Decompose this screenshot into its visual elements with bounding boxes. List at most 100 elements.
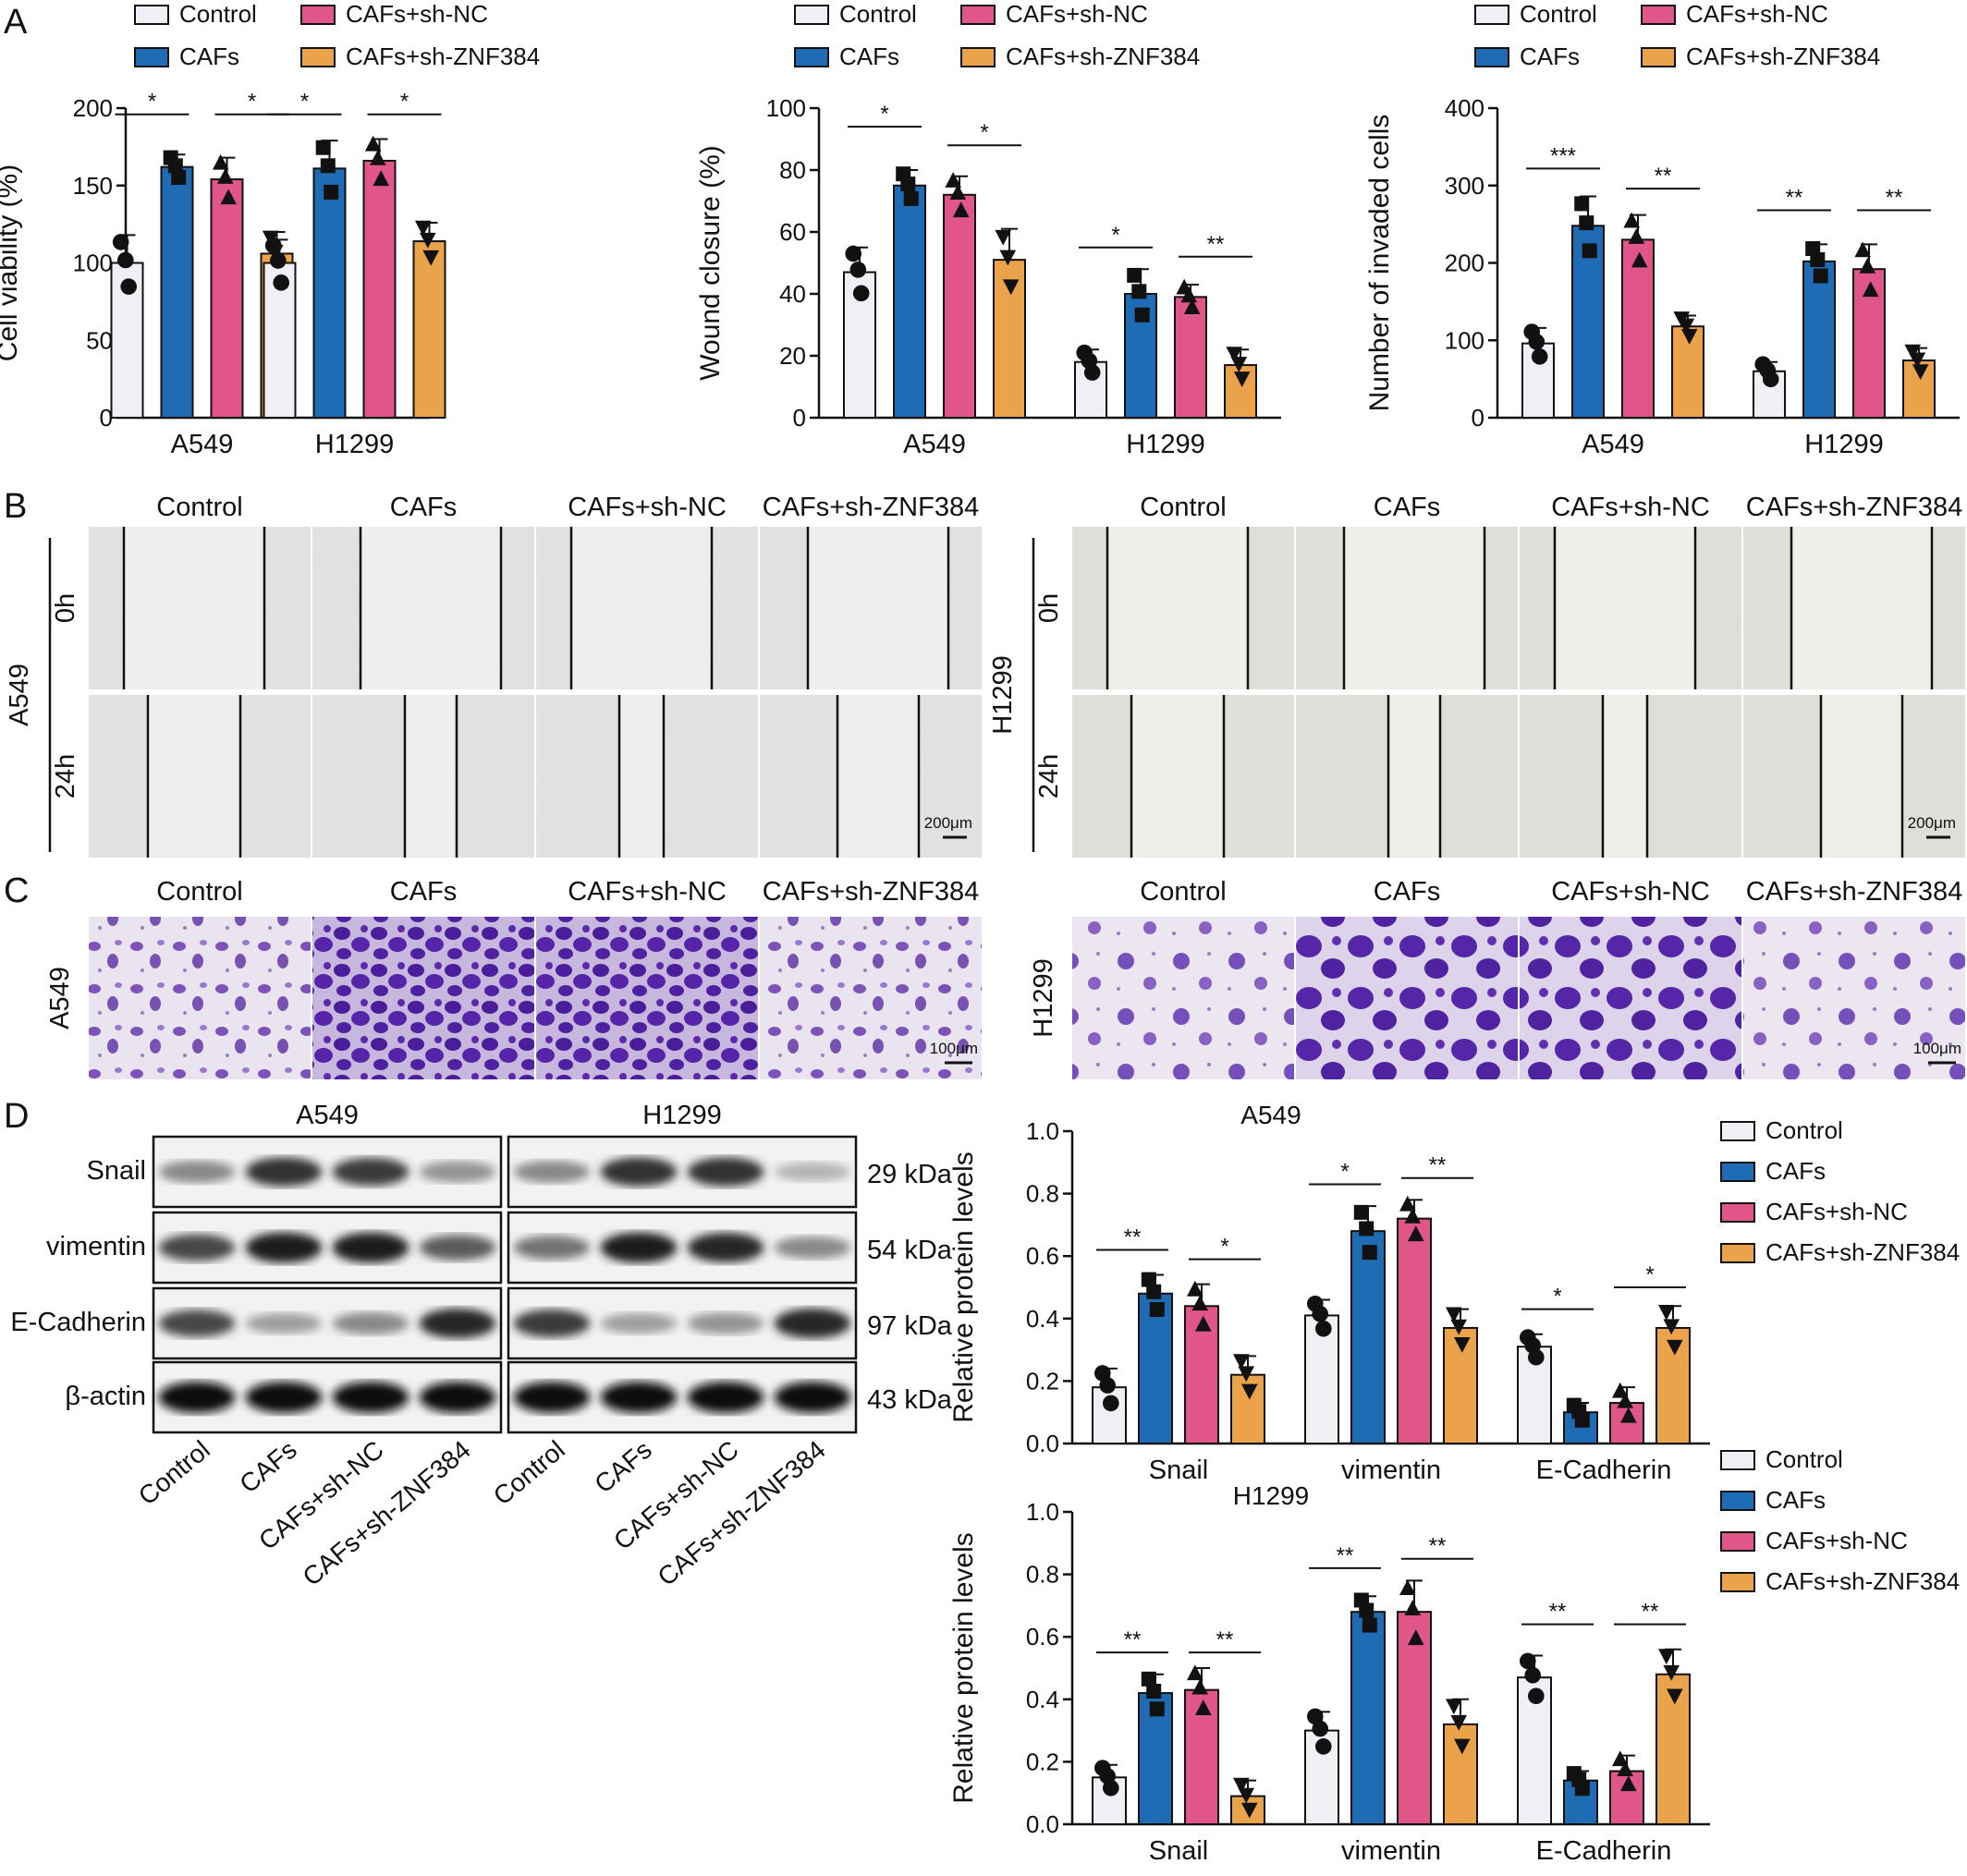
legend-label: CAFs (839, 43, 899, 70)
legend-swatch (794, 5, 829, 25)
data-point (1862, 281, 1879, 298)
data-point (422, 250, 439, 266)
legend-swatch (134, 47, 169, 67)
scale-label: 200μm (924, 814, 972, 832)
stained-cells-tile (536, 917, 758, 1079)
data-point (903, 190, 919, 206)
blot-band (600, 1232, 678, 1263)
y-tick-label: 1.0 (1026, 1498, 1059, 1526)
legend-swatch (1474, 5, 1509, 25)
chart-protein-h1299: 0.0 0.2 0.4 0.6 0.8 1.0 Relative protein level… (948, 1445, 1960, 1866)
time-label: 24h (1034, 754, 1064, 798)
legend-swatch (1720, 1121, 1755, 1141)
significance-label: ** (1124, 1224, 1142, 1249)
legend-swatch (1641, 5, 1676, 25)
data-point (849, 262, 867, 278)
lane-label: Control (488, 1435, 570, 1511)
wound-gap (405, 695, 457, 858)
bar (1671, 325, 1704, 419)
data-point (1307, 1708, 1324, 1725)
data-point (1617, 1392, 1633, 1408)
data-point (1454, 1738, 1471, 1755)
blot-band (774, 1162, 851, 1182)
bar (210, 178, 244, 420)
data-point (1813, 268, 1828, 284)
data-point (1230, 357, 1248, 372)
data-point (1195, 1699, 1212, 1715)
bar (160, 165, 194, 419)
blot-band (332, 1232, 409, 1263)
legend-swatch (1474, 47, 1509, 67)
wound-gap (619, 695, 664, 858)
data-point (1312, 1720, 1328, 1737)
group-label: CAFs+sh-NC (1551, 493, 1710, 522)
stained-cells-tile (312, 917, 534, 1079)
wound-gap (1555, 527, 1695, 689)
group-label: CAFs (390, 493, 458, 522)
data-point (364, 135, 382, 152)
wound-gap (124, 527, 264, 689)
panel-letter-d: D (4, 1097, 29, 1136)
y-tick-label: 0.6 (1026, 1242, 1059, 1270)
legend-label: CAFs+sh-NC (1765, 1527, 1908, 1554)
significance-label: * (1220, 1235, 1228, 1260)
chart-cell-viability: 0 50 100 150 200 Cell viability (%) A549 * * H129… (0, 0, 540, 459)
data-point (1241, 1802, 1258, 1819)
y-tick-label: 0.0 (1026, 1810, 1059, 1838)
data-point (945, 172, 961, 188)
legend-label: CAFs+sh-ZNF384 (1686, 43, 1880, 70)
bar (1802, 260, 1836, 420)
protein-label: E-Cadherin (10, 1308, 146, 1337)
y-tick-label: 0 (793, 404, 806, 432)
significance-label: * (880, 102, 888, 127)
kda-label: 54 kDa (867, 1236, 953, 1265)
legend-swatch (134, 5, 169, 25)
stained-cells-tile (89, 917, 311, 1079)
y-tick-label: 400 (1445, 94, 1484, 122)
bar (1350, 1230, 1386, 1445)
data-point (1187, 1664, 1203, 1681)
data-point (1454, 1336, 1471, 1353)
data-point (264, 237, 282, 254)
data-point (1081, 352, 1098, 370)
bar (1174, 296, 1207, 419)
chart-title: H1299 (1233, 1481, 1310, 1510)
group-label: Control (1140, 877, 1227, 907)
legend-swatch (794, 47, 829, 67)
group-label: CAFs (1374, 493, 1441, 522)
wound-gap (1107, 527, 1248, 689)
wound-gap (1791, 527, 1932, 689)
blot-band (774, 1236, 851, 1260)
x-tick-label: Snail (1149, 1456, 1209, 1485)
data-point (1528, 334, 1546, 350)
group-label: Control (1140, 493, 1227, 522)
blot-band (600, 1312, 678, 1334)
blot-band (245, 1382, 323, 1413)
kda-label: 43 kDa (867, 1385, 953, 1415)
blot-band (332, 1157, 409, 1187)
data-point (1312, 1305, 1328, 1322)
x-tick-label: A549 (903, 430, 966, 459)
x-tick-label: H1299 (1804, 430, 1883, 459)
panel-letter-b: B (4, 487, 27, 526)
data-point (1623, 212, 1640, 228)
significance-label: *** (1550, 143, 1576, 168)
y-tick-label: 80 (779, 156, 806, 184)
data-point (1904, 344, 1921, 360)
bar (1397, 1217, 1432, 1445)
data-point (949, 184, 967, 200)
data-point (1315, 1320, 1332, 1337)
legend-label: Control (1765, 1445, 1843, 1473)
data-point (1131, 284, 1147, 299)
y-tick-label: 200 (1445, 250, 1484, 277)
legend-swatch (1720, 1450, 1755, 1470)
data-point (1399, 1195, 1416, 1212)
legend-label: CAFs+sh-ZNF384 (1765, 1238, 1960, 1266)
data-point (1759, 361, 1777, 379)
scale-label: 200μm (1908, 814, 1956, 832)
bar (1621, 238, 1655, 419)
wound-gap (1388, 695, 1440, 858)
data-point (1233, 1354, 1250, 1370)
legend-label: Control (1765, 1116, 1843, 1144)
bar (893, 184, 926, 419)
